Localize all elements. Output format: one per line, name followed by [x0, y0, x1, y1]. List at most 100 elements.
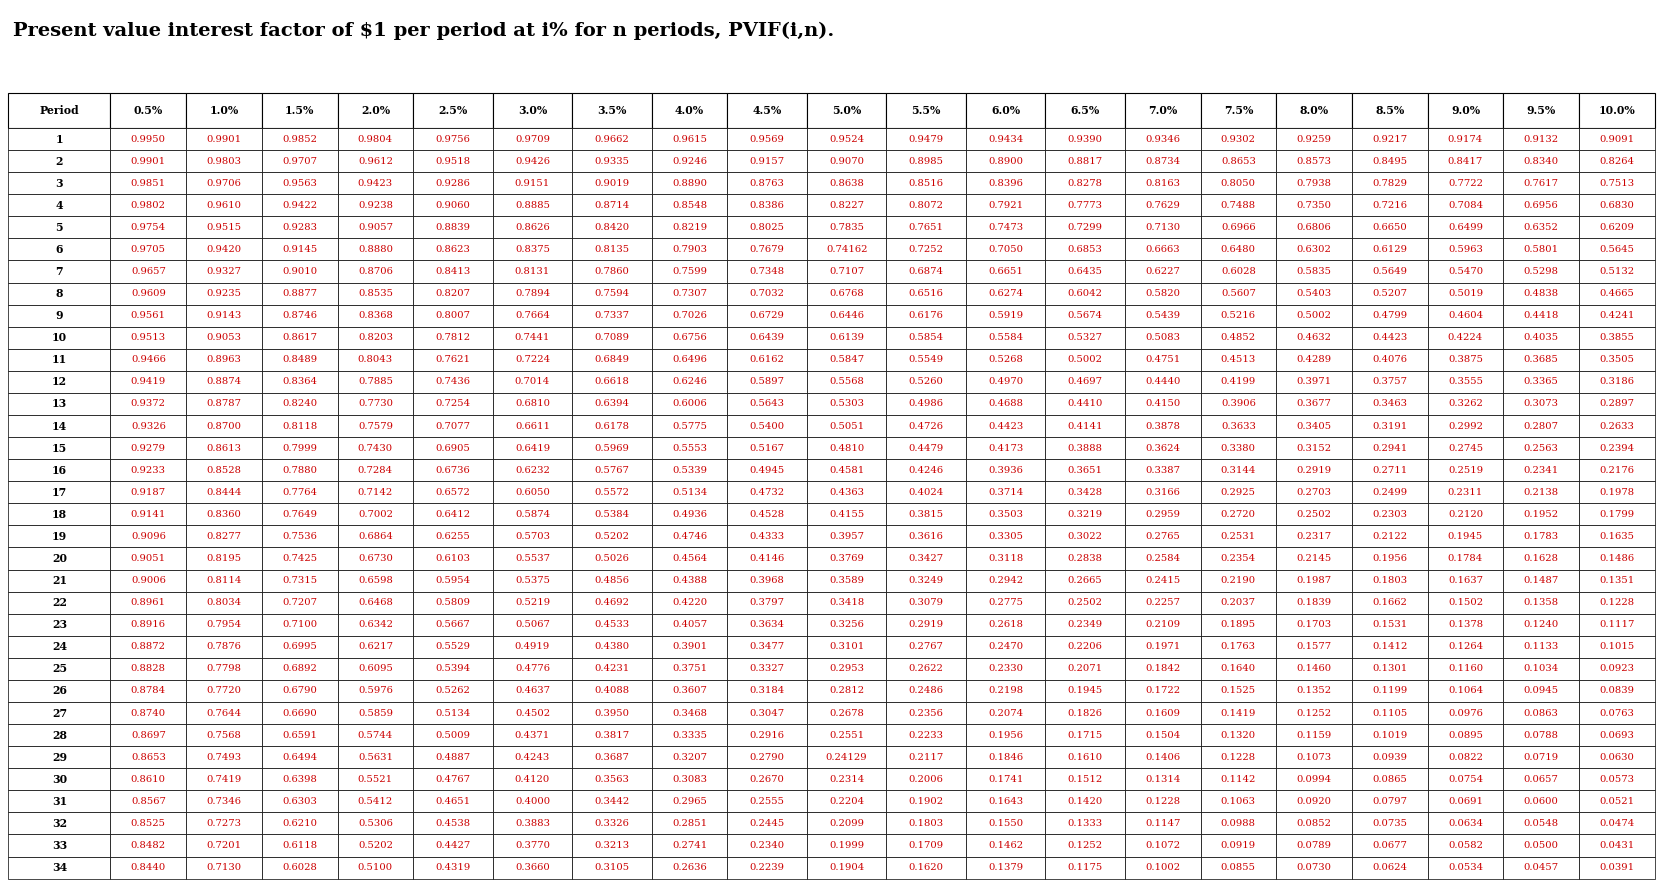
Text: 0.1264: 0.1264 [1447, 642, 1481, 652]
Bar [1503, 547, 1577, 570]
Text: 0.1945: 0.1945 [1067, 686, 1102, 696]
Text: 0.1406: 0.1406 [1145, 752, 1180, 762]
Bar [1350, 305, 1427, 327]
Text: 8.5%: 8.5% [1374, 105, 1403, 116]
Bar [413, 128, 492, 150]
Bar [262, 503, 338, 525]
Text: 0.6806: 0.6806 [1296, 223, 1331, 232]
Text: 6: 6 [56, 244, 63, 255]
Text: 0.8623: 0.8623 [436, 245, 471, 254]
Text: 3.0%: 3.0% [517, 105, 547, 116]
Text: 0.0624: 0.0624 [1372, 863, 1407, 872]
Text: 0.0534: 0.0534 [1447, 863, 1481, 872]
Text: 0.6849: 0.6849 [595, 355, 630, 365]
Bar [1350, 614, 1427, 636]
Text: 0.2340: 0.2340 [749, 841, 784, 850]
Bar [1350, 481, 1427, 503]
Text: 0.8118: 0.8118 [282, 421, 316, 431]
Text: 0.1487: 0.1487 [1523, 576, 1558, 585]
Bar [651, 128, 727, 150]
Text: 0.7921: 0.7921 [988, 200, 1022, 210]
Bar [1044, 216, 1123, 238]
Bar [886, 349, 966, 371]
Bar [1200, 570, 1276, 592]
Text: 0.2317: 0.2317 [1296, 532, 1331, 541]
Text: 0.1142: 0.1142 [1220, 774, 1256, 784]
Bar [111, 702, 186, 724]
Bar [1577, 525, 1654, 547]
Text: 0.5219: 0.5219 [515, 598, 550, 608]
Text: 0.8828: 0.8828 [131, 664, 166, 674]
Bar [1577, 238, 1654, 260]
Text: 30: 30 [51, 774, 66, 785]
Text: 0.3751: 0.3751 [671, 664, 706, 674]
Text: 0.3335: 0.3335 [671, 730, 706, 740]
Text: 0.9802: 0.9802 [131, 200, 166, 210]
Text: 31: 31 [51, 796, 66, 807]
Bar [111, 327, 186, 349]
Text: 0.6042: 0.6042 [1067, 289, 1102, 298]
Text: 0.8740: 0.8740 [131, 708, 166, 718]
Bar [1123, 570, 1200, 592]
Bar [807, 327, 886, 349]
Text: 0.9851: 0.9851 [131, 178, 166, 188]
Text: 0.1635: 0.1635 [1599, 532, 1634, 541]
Text: 0.0630: 0.0630 [1599, 752, 1634, 762]
Bar [727, 172, 807, 194]
Bar [807, 393, 886, 415]
Text: 0.5854: 0.5854 [908, 333, 943, 343]
Text: 0.9372: 0.9372 [131, 399, 166, 409]
Bar [1200, 260, 1276, 283]
Text: 0.3207: 0.3207 [671, 752, 706, 762]
Text: 0.0923: 0.0923 [1599, 664, 1634, 674]
Bar [413, 194, 492, 216]
Bar [572, 194, 651, 216]
Bar [572, 790, 651, 812]
Text: 0.9279: 0.9279 [131, 443, 166, 453]
Bar [727, 658, 807, 680]
Text: 0.1763: 0.1763 [1220, 642, 1254, 652]
Bar [8, 812, 111, 834]
Text: 0.6810: 0.6810 [515, 399, 550, 409]
Bar [1503, 680, 1577, 702]
Text: 0.8746: 0.8746 [282, 311, 316, 321]
Bar [807, 459, 886, 481]
Bar [1503, 459, 1577, 481]
Bar [262, 481, 338, 503]
Bar [1427, 260, 1503, 283]
Bar [1350, 680, 1427, 702]
Text: 0.1378: 0.1378 [1447, 620, 1481, 630]
Bar [338, 547, 413, 570]
Text: 0.0730: 0.0730 [1296, 863, 1331, 872]
Text: 0.1904: 0.1904 [828, 863, 863, 872]
Bar [572, 305, 651, 327]
Bar [186, 128, 262, 150]
Text: 0.2767: 0.2767 [908, 642, 943, 652]
Bar [8, 746, 111, 768]
Text: 0.1952: 0.1952 [1523, 509, 1558, 519]
Bar [1276, 327, 1350, 349]
Text: 0.4810: 0.4810 [828, 443, 863, 453]
Bar [1200, 680, 1276, 702]
Text: 0.3418: 0.3418 [828, 598, 863, 608]
Bar [1200, 150, 1276, 172]
Text: 0.8784: 0.8784 [131, 686, 166, 696]
Bar [1200, 128, 1276, 150]
Bar [111, 857, 186, 879]
Bar [1200, 393, 1276, 415]
Text: 0.1620: 0.1620 [908, 863, 943, 872]
Bar [1350, 283, 1427, 305]
Text: 0.1160: 0.1160 [1447, 664, 1481, 674]
Text: 0.1351: 0.1351 [1599, 576, 1634, 585]
Bar [8, 768, 111, 790]
Bar [492, 547, 572, 570]
Bar [111, 570, 186, 592]
Text: 0.2807: 0.2807 [1523, 421, 1558, 431]
Text: 0.0548: 0.0548 [1523, 819, 1558, 828]
Bar [807, 790, 886, 812]
Bar [413, 216, 492, 238]
Text: 0.3442: 0.3442 [593, 796, 630, 806]
Text: 0.4581: 0.4581 [828, 465, 863, 475]
Text: 0.2074: 0.2074 [988, 708, 1022, 718]
Bar [1123, 283, 1200, 305]
